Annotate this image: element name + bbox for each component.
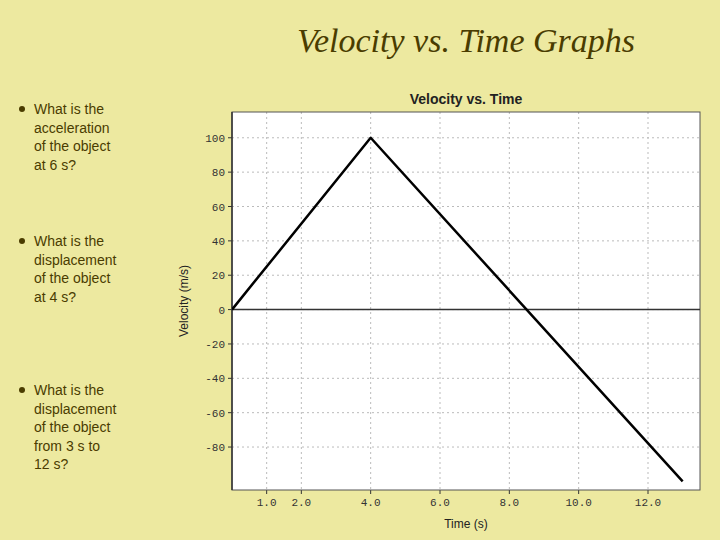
background	[0, 0, 720, 540]
bullet	[19, 238, 25, 244]
tick-label: -20	[205, 339, 225, 351]
y-axis-label: Velocity (m/s)	[177, 265, 191, 337]
tick-mark	[578, 490, 579, 494]
plot-area	[232, 112, 700, 490]
y-axis-line	[231, 112, 233, 490]
tick-mark	[266, 490, 267, 494]
tick-mark	[440, 490, 441, 494]
tick-mark	[301, 490, 302, 494]
grid-line	[232, 343, 700, 344]
grid-line	[301, 112, 302, 490]
tick-label: 12.0	[635, 497, 661, 509]
grid-line	[232, 275, 700, 276]
grid-line	[509, 112, 510, 490]
title: Velocity vs. Time Graphs	[297, 22, 635, 59]
grid-line	[232, 137, 700, 138]
tick-label: 100	[205, 133, 225, 145]
grid-line	[266, 112, 267, 490]
tick-mark	[370, 490, 371, 494]
tick-label: 20	[212, 270, 225, 282]
tick-label: 40	[212, 236, 225, 248]
tick-label: 4.0	[361, 497, 381, 509]
x-axis-line	[232, 309, 700, 311]
plot-frame	[232, 112, 700, 490]
grid-line	[232, 412, 700, 413]
bullet	[19, 387, 25, 393]
data-line	[232, 138, 683, 482]
chart-subtitle: Velocity vs. Time	[410, 91, 523, 107]
tick-label: 8.0	[499, 497, 519, 509]
grid-line	[578, 112, 579, 490]
tick-label: 0	[218, 305, 225, 317]
grid-line	[648, 112, 649, 490]
grid-line	[370, 112, 371, 490]
tick-label: -80	[205, 442, 225, 454]
grid-line	[232, 309, 700, 310]
bullet	[19, 106, 25, 112]
chart: Velocity vs. Time Graphs Velocity vs. Tim…	[0, 0, 720, 540]
data-group	[232, 138, 683, 482]
tick-label: -60	[205, 408, 225, 420]
tick-mark	[648, 490, 649, 494]
grid-line	[232, 172, 700, 173]
tick-mark	[509, 490, 510, 494]
tick-label: -40	[205, 373, 225, 385]
grid-line	[232, 378, 700, 379]
tick-label: 2.0	[291, 497, 311, 509]
grid-line	[232, 206, 700, 207]
tick-label: 60	[212, 202, 225, 214]
grid-line	[440, 112, 441, 490]
annotation: What is thedisplacementof the objectat 4…	[34, 233, 117, 305]
annotation: What is thedisplacementof the objectfrom…	[34, 382, 117, 472]
annotation: What is theaccelerationof the objectat 6…	[34, 101, 110, 173]
tick-label: 10.0	[565, 497, 591, 509]
tick-label: 6.0	[430, 497, 450, 509]
tick-label: 1.0	[257, 497, 277, 509]
x-axis-label: Time (s)	[444, 517, 488, 531]
grid-line	[232, 447, 700, 448]
tick-label: 80	[212, 167, 225, 179]
